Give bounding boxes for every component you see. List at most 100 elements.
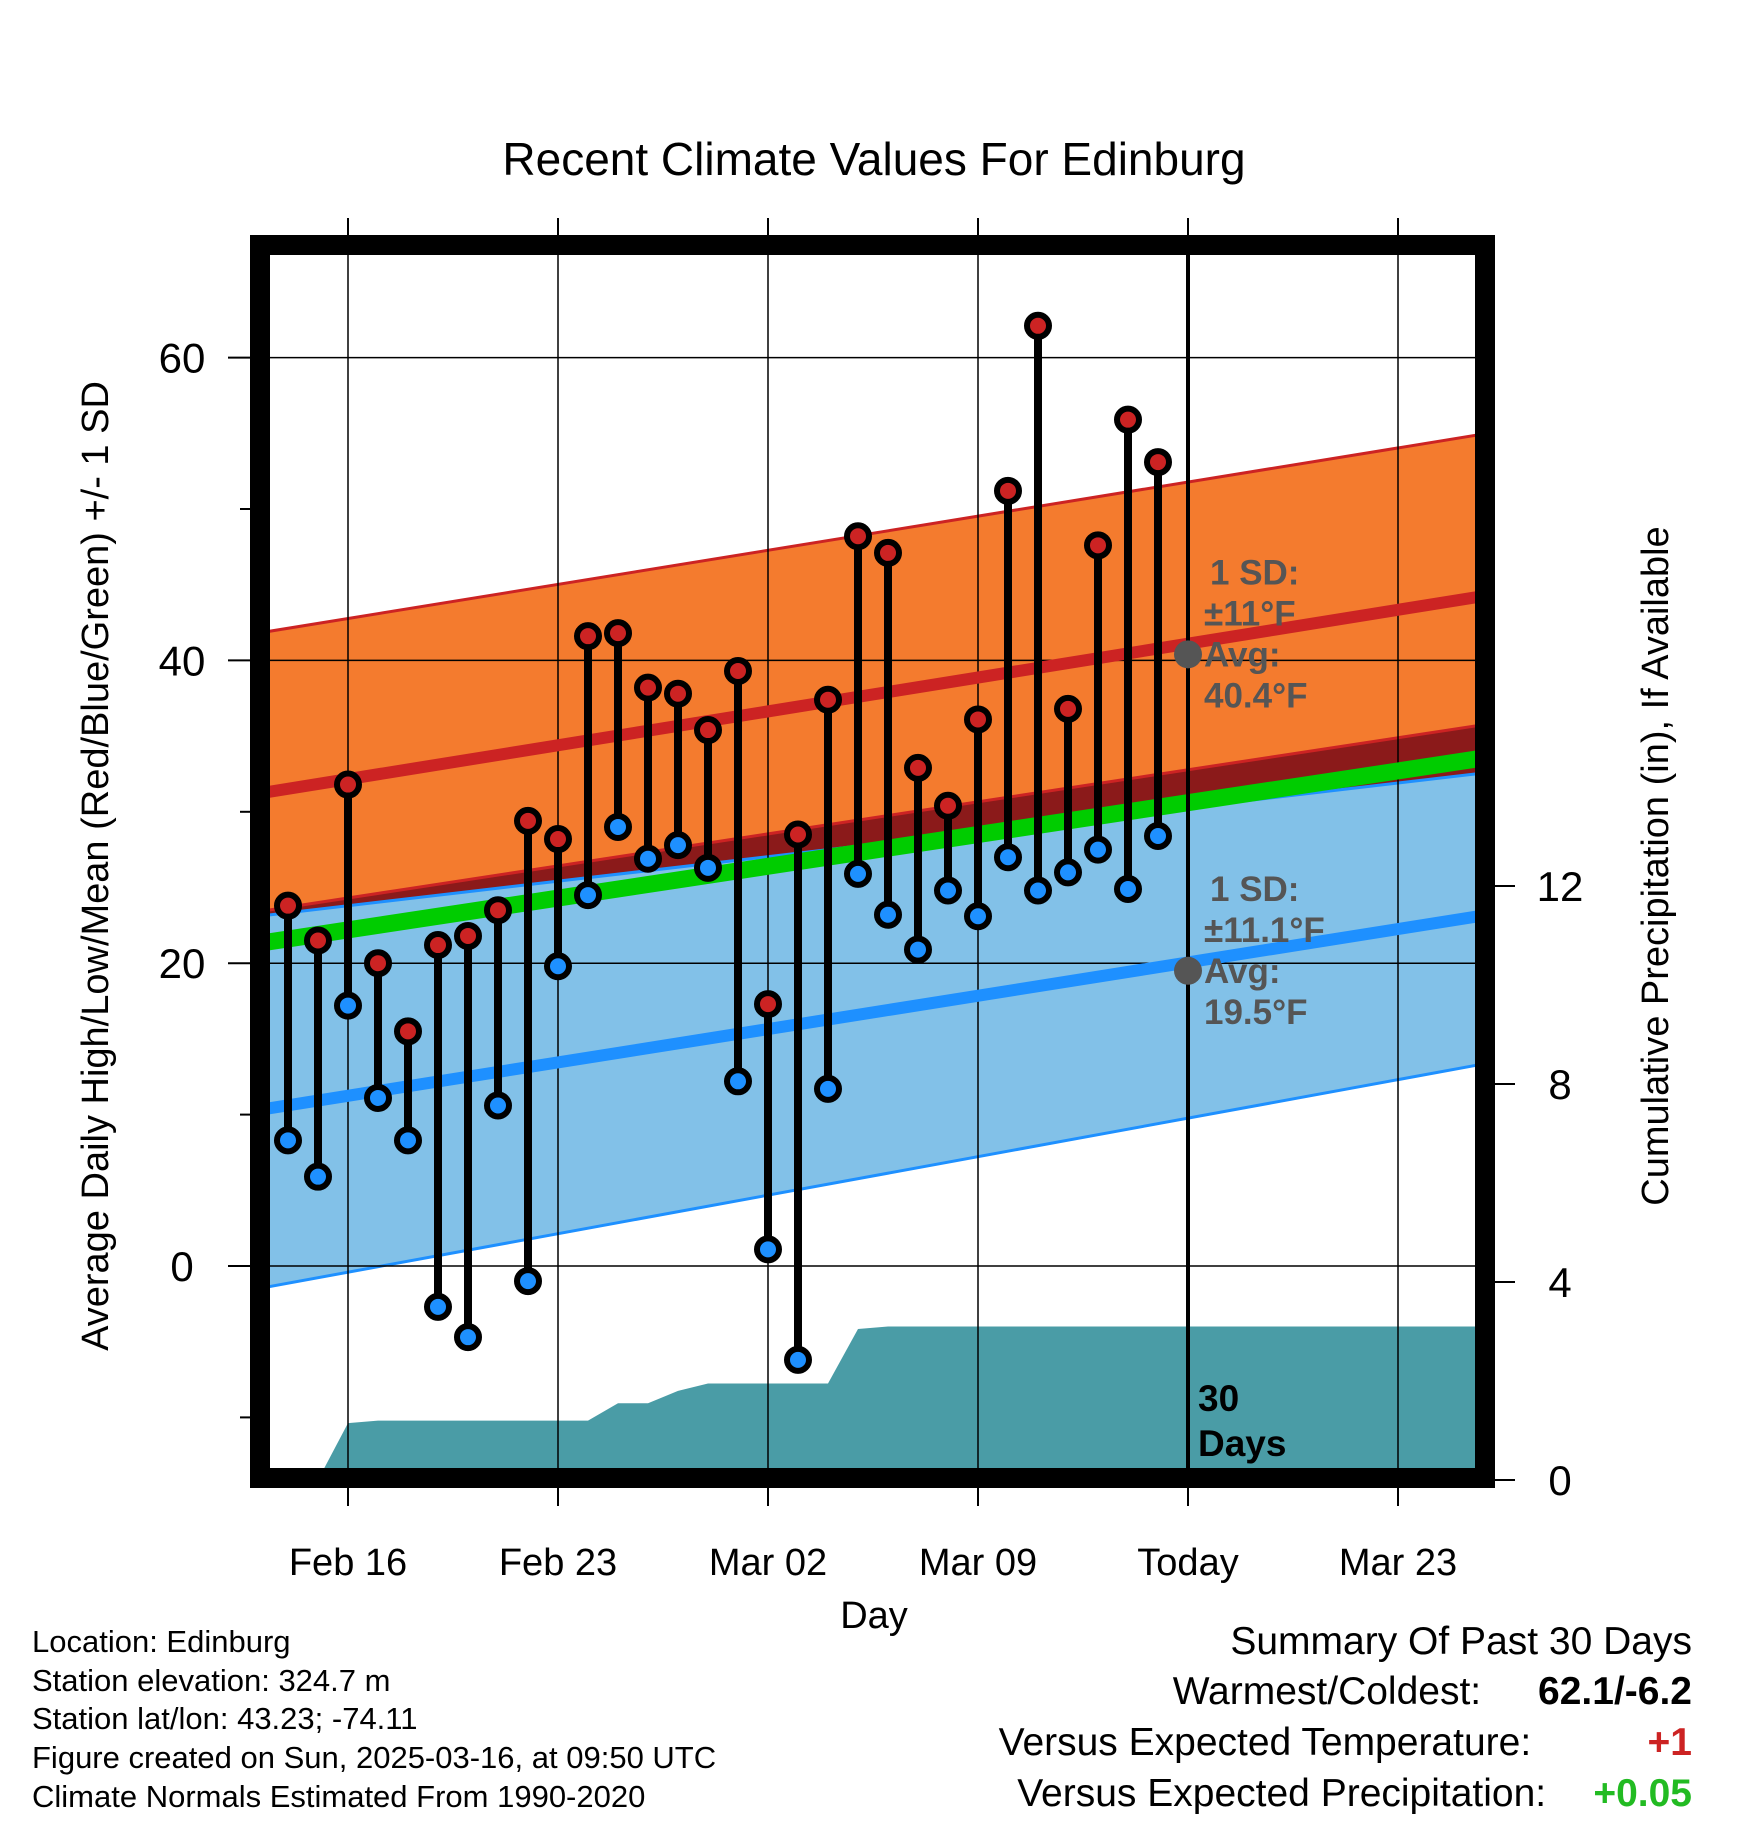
daily-high-point <box>1054 694 1082 723</box>
daily-low-point <box>304 1162 332 1191</box>
daily-high-point <box>484 896 512 925</box>
daily-low-point <box>1144 822 1172 851</box>
daily-high-point <box>994 476 1022 505</box>
daily-high-point <box>514 806 542 835</box>
daily-high-point <box>574 622 602 651</box>
daily-low-point <box>904 935 932 964</box>
info-latlon: Station lat/lon: 43.23; -74.11 <box>32 1701 418 1736</box>
summary-warmest-value: 62.1/-6.2 <box>1538 1670 1692 1713</box>
daily-low-point <box>844 859 872 888</box>
high-normal-line <box>270 591 1475 798</box>
daily-high-point <box>634 673 662 702</box>
info-location: Location: Edinburg <box>32 1624 291 1659</box>
daily-high-point <box>394 1017 422 1046</box>
daily-high-point <box>694 716 722 745</box>
daily-high-point <box>364 949 392 978</box>
x-tick-label: Today <box>1137 1542 1238 1584</box>
daily-high-point <box>424 931 452 960</box>
today-average-dot <box>1174 956 1202 985</box>
daily-high-point <box>454 921 482 950</box>
today-period-label: 30 <box>1198 1378 1239 1419</box>
daily-high-point <box>544 825 572 854</box>
x-tick-label: Feb 16 <box>289 1542 407 1584</box>
info-normals: Climate Normals Estimated From 1990-2020 <box>32 1779 646 1814</box>
daily-high-point <box>844 522 872 551</box>
y2-axis-label: Cumulative Precipitation (in), If Availa… <box>1635 526 1677 1205</box>
daily-high-point <box>1114 405 1142 434</box>
daily-low-point <box>574 881 602 910</box>
daily-high-point <box>904 753 932 782</box>
daily-low-point <box>964 902 992 931</box>
daily-low-point <box>604 812 632 841</box>
info-created: Figure created on Sun, 2025-03-16, at 09… <box>32 1740 717 1775</box>
summary-warmest-label: Warmest/Coldest: <box>1172 1670 1482 1713</box>
low-lower-edge <box>270 1063 1475 1289</box>
summary-precip-value: +0.05 <box>1593 1772 1692 1815</box>
precip-area <box>324 1326 1475 1468</box>
daily-high-point <box>1084 531 1112 560</box>
y2-tick-label: 4 <box>1548 1259 1571 1306</box>
daily-low-point <box>994 843 1022 872</box>
daily-low-point <box>814 1074 842 1103</box>
daily-high-point <box>604 619 632 648</box>
daily-high-point <box>724 656 752 685</box>
today-average-dot <box>1174 640 1202 669</box>
info-elevation: Station elevation: 324.7 m <box>32 1663 391 1698</box>
low-annotation-avg: Avg: <box>1204 952 1280 991</box>
daily-low-point <box>724 1067 752 1096</box>
y-axis-label: Average Daily High/Low/Mean (Red/Blue/Gr… <box>75 381 117 1351</box>
high-annotation-avg: Avg: <box>1204 635 1280 674</box>
y2-tick-label: 12 <box>1537 863 1584 910</box>
daily-low-point <box>754 1235 782 1264</box>
summary-temp-row: Versus Expected Temperature: +1 <box>999 1721 1692 1765</box>
high-upper-edge <box>270 433 1475 633</box>
high-annotation-avg-value: 40.4°F <box>1204 676 1308 715</box>
daily-low-point <box>484 1091 512 1120</box>
x-tick-label: Mar 02 <box>709 1542 827 1584</box>
plot-frame <box>250 235 1495 1488</box>
y-tick-label: 20 <box>159 940 206 987</box>
low-normal-line <box>270 910 1475 1115</box>
daily-low-point <box>364 1083 392 1112</box>
today-period-label: Days <box>1198 1423 1286 1464</box>
daily-high-point <box>784 820 812 849</box>
y2-tick-label: 8 <box>1548 1061 1571 1108</box>
daily-low-point <box>874 900 902 929</box>
y-tick-label: 60 <box>159 335 206 382</box>
high-sd-band <box>270 435 1475 910</box>
daily-high-point <box>1024 311 1052 340</box>
daily-low-point <box>694 853 722 882</box>
daily-low-point <box>934 876 962 905</box>
low-annotation-sd-value: ±11.1°F <box>1204 911 1325 950</box>
daily-low-point <box>454 1323 482 1352</box>
x-tick-label: Mar 09 <box>919 1542 1037 1584</box>
summary-temp-label: Versus Expected Temperature: <box>998 1721 1532 1764</box>
mean-normal-line <box>270 750 1475 951</box>
high-annotation-sd-value: ±11°F <box>1204 594 1296 633</box>
daily-high-point <box>274 891 302 920</box>
daily-high-point <box>664 679 692 708</box>
daily-low-point <box>334 991 362 1020</box>
chart-title: Recent Climate Values For Edinburg <box>502 133 1245 185</box>
summary-temp-value: +1 <box>1647 1721 1692 1764</box>
daily-low-point <box>394 1126 422 1155</box>
y-tick-label: 0 <box>170 1243 193 1290</box>
x-axis-label: Day <box>840 1595 908 1637</box>
y2-tick-label: 0 <box>1548 1457 1571 1504</box>
summary-precip-row: Versus Expected Precipitation: +0.05 <box>1017 1772 1692 1816</box>
daily-low-point <box>1114 875 1142 904</box>
daily-low-point <box>274 1126 302 1155</box>
daily-low-point <box>1084 835 1112 864</box>
daily-high-point <box>814 685 842 714</box>
low-annotation-sd: 1 SD: <box>1210 870 1299 909</box>
high-lower-edge <box>270 724 1475 912</box>
daily-low-point <box>514 1267 542 1296</box>
daily-high-point <box>334 770 362 799</box>
daily-high-point <box>964 705 992 734</box>
daily-low-point <box>634 844 662 873</box>
daily-low-point <box>664 831 692 860</box>
x-tick-label: Feb 23 <box>499 1542 617 1584</box>
daily-high-point <box>934 791 962 820</box>
